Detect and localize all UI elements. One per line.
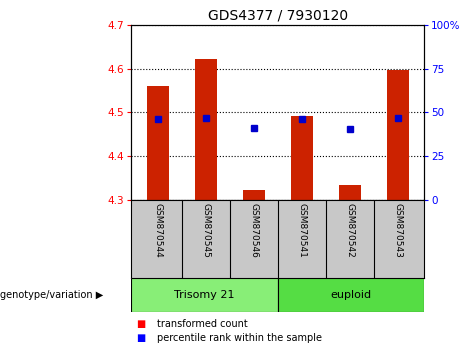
Bar xyxy=(291,116,313,200)
Text: ■: ■ xyxy=(136,333,145,343)
Bar xyxy=(195,59,217,200)
Bar xyxy=(243,190,265,200)
Text: GSM870542: GSM870542 xyxy=(345,203,354,258)
Text: GSM870545: GSM870545 xyxy=(201,203,210,258)
Text: GSM870541: GSM870541 xyxy=(297,203,306,258)
Bar xyxy=(147,86,169,200)
Bar xyxy=(387,70,408,200)
Text: GSM870546: GSM870546 xyxy=(249,203,258,258)
Bar xyxy=(278,278,424,312)
Title: GDS4377 / 7930120: GDS4377 / 7930120 xyxy=(208,8,348,22)
Text: transformed count: transformed count xyxy=(157,319,248,329)
Text: percentile rank within the sample: percentile rank within the sample xyxy=(157,333,322,343)
Bar xyxy=(131,278,278,312)
Text: GSM870544: GSM870544 xyxy=(153,203,162,258)
Text: GSM870543: GSM870543 xyxy=(393,203,402,258)
Bar xyxy=(339,185,361,200)
Text: euploid: euploid xyxy=(331,290,372,300)
Text: ■: ■ xyxy=(136,319,145,329)
Text: Trisomy 21: Trisomy 21 xyxy=(174,290,235,300)
Text: genotype/variation ▶: genotype/variation ▶ xyxy=(0,290,103,300)
